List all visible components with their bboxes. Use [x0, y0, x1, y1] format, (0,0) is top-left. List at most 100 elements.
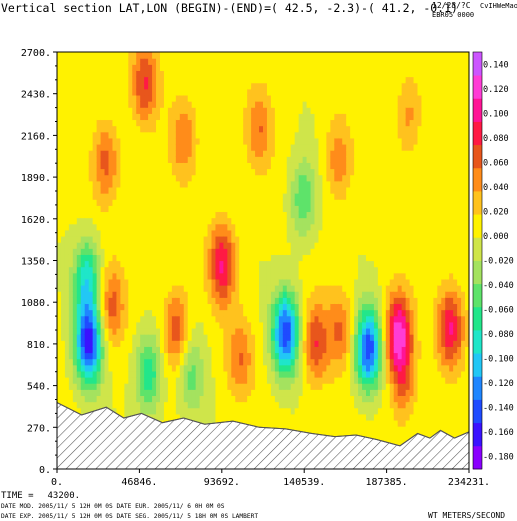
heatmap-cell	[96, 88, 102, 96]
heatmap-cell	[88, 327, 94, 335]
heatmap-cell	[342, 248, 347, 255]
heatmap-cell	[80, 303, 86, 311]
heatmap-cell	[243, 266, 248, 274]
heatmap-cell	[60, 309, 66, 317]
heatmap-cell	[259, 125, 264, 133]
heatmap-cell	[148, 389, 153, 397]
heatmap-cell	[322, 64, 327, 71]
heatmap-cell	[124, 358, 129, 366]
heatmap-cell	[160, 156, 165, 163]
heatmap-cell	[92, 285, 98, 292]
heatmap-cell	[76, 389, 82, 397]
heatmap-cell	[132, 70, 137, 78]
heatmap-cell	[282, 334, 288, 341]
heatmap-cell	[132, 64, 137, 71]
heatmap-cell	[330, 407, 335, 415]
heatmap-cell	[231, 143, 236, 151]
heatmap-cell	[68, 180, 74, 188]
heatmap-cell	[120, 94, 125, 102]
heatmap-cell	[239, 217, 244, 225]
heatmap-cell	[199, 162, 205, 170]
heatmap-cell	[338, 94, 343, 102]
heatmap-cell	[100, 340, 106, 347]
heatmap-cell	[298, 217, 304, 225]
heatmap-cell	[148, 168, 153, 176]
heatmap-cell	[286, 395, 292, 403]
heatmap-cell	[195, 364, 201, 372]
heatmap-cell	[231, 358, 236, 366]
heatmap-cell	[314, 413, 320, 421]
heatmap-cell	[334, 303, 339, 311]
heatmap-cell	[255, 229, 260, 237]
heatmap-cell	[187, 58, 193, 65]
heatmap-cell	[88, 315, 94, 323]
heatmap-cell	[132, 364, 137, 372]
heatmap-cell	[247, 370, 252, 378]
heatmap-cell	[342, 426, 347, 433]
heatmap-cell	[156, 413, 161, 421]
heatmap-cell	[239, 150, 244, 157]
heatmap-cell	[88, 370, 94, 378]
heatmap-cell	[195, 174, 201, 182]
heatmap-cell	[104, 119, 110, 127]
heatmap-cell	[160, 370, 165, 378]
heatmap-cell	[235, 309, 240, 317]
heatmap-cell	[68, 315, 74, 323]
heatmap-cell	[274, 94, 280, 102]
heatmap-cell	[294, 426, 300, 433]
heatmap-cell	[108, 297, 114, 305]
heatmap-cell	[124, 180, 129, 188]
heatmap-cell	[330, 137, 335, 145]
heatmap-cell	[282, 205, 288, 213]
heatmap-cell	[175, 150, 181, 157]
heatmap-cell	[163, 235, 169, 243]
heatmap-cell	[175, 291, 181, 298]
heatmap-cell	[132, 174, 137, 182]
heatmap-cell	[318, 193, 324, 200]
heatmap-cell	[294, 358, 300, 366]
heatmap-cell	[235, 352, 240, 360]
heatmap-cell	[144, 297, 149, 305]
heatmap-cell	[76, 174, 82, 182]
heatmap-cell	[247, 180, 252, 188]
heatmap-cell	[207, 211, 213, 219]
heatmap-cell	[263, 377, 268, 384]
heatmap-cell	[322, 143, 327, 151]
heatmap-cell	[132, 150, 137, 157]
heatmap-cell	[124, 119, 129, 127]
heatmap-cell	[251, 156, 256, 163]
heatmap-cell	[108, 101, 114, 108]
heatmap-cell	[219, 235, 224, 243]
heatmap-cell	[108, 88, 114, 96]
heatmap-cell	[57, 101, 62, 108]
heatmap-cell	[306, 285, 312, 292]
heatmap-cell	[112, 309, 118, 317]
heatmap-cell	[171, 137, 177, 145]
heatmap-cell	[156, 303, 161, 311]
heatmap-cell	[334, 131, 339, 139]
heatmap-cell	[68, 309, 74, 317]
heatmap-cell	[263, 143, 268, 151]
heatmap-cell	[223, 150, 228, 157]
heatmap-cell	[286, 205, 292, 213]
heatmap-cell	[227, 229, 232, 237]
heatmap-cell	[163, 303, 169, 311]
heatmap-cell	[322, 426, 327, 433]
heatmap-cell	[338, 113, 343, 121]
heatmap-cell	[231, 119, 236, 127]
heatmap-cell	[160, 223, 165, 231]
heatmap-cell	[72, 217, 78, 225]
heatmap-cell	[294, 82, 300, 90]
heatmap-cell	[227, 205, 232, 213]
heatmap-cell	[286, 346, 292, 354]
heatmap-cell	[108, 199, 114, 206]
heatmap-cell	[124, 278, 129, 286]
heatmap-cell	[80, 70, 86, 78]
heatmap-cell	[251, 272, 256, 280]
heatmap-cell	[318, 315, 324, 323]
heatmap-cell	[318, 82, 324, 90]
heatmap-cell	[160, 389, 165, 397]
heatmap-cell	[286, 217, 292, 225]
heatmap-cell	[270, 199, 276, 206]
heatmap-cell	[92, 137, 98, 145]
